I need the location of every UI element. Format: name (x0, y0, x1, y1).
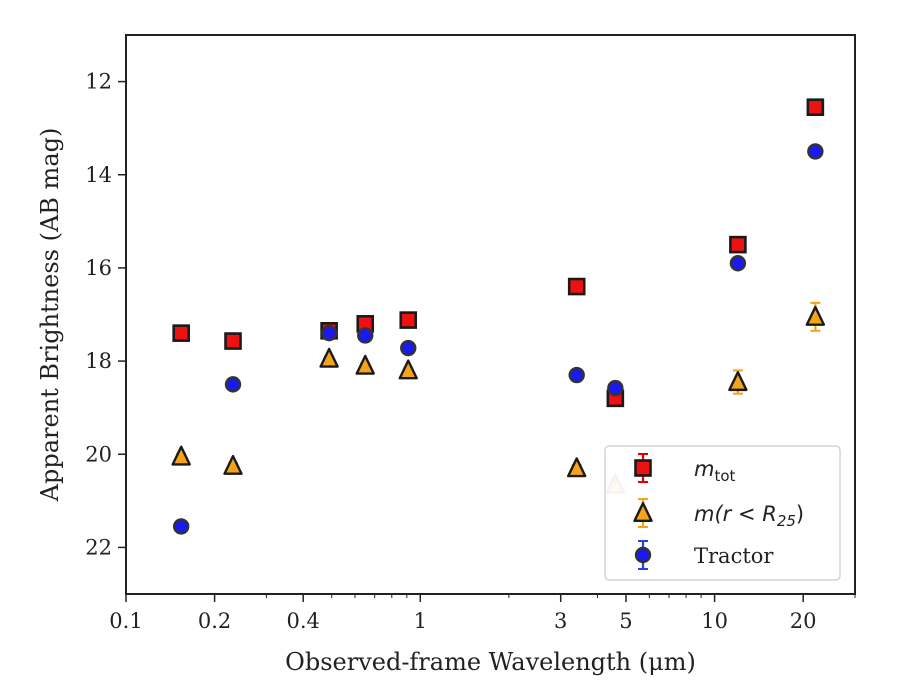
x-tick-label: 1 (414, 609, 427, 633)
legend-circle-marker (634, 546, 652, 564)
legend-label: mtot (694, 457, 736, 485)
legend: mtot m(r < R25) Tractor (604, 445, 841, 581)
square-point (567, 277, 586, 296)
triangle-point (171, 445, 191, 466)
square-point (224, 332, 242, 350)
x-tick-label: 0.2 (198, 609, 231, 633)
x-tick-label: 10 (701, 609, 728, 633)
legend-square-marker (634, 459, 652, 477)
y-tick-label: 22 (85, 535, 112, 559)
plot-frame (125, 34, 856, 595)
triangle-point (567, 457, 587, 478)
marks-layer (171, 98, 826, 535)
square-point (399, 311, 418, 329)
circle-point (807, 143, 824, 160)
circle-point (607, 379, 624, 397)
x-axis-title: Observed-frame Wavelength (μm) (285, 648, 696, 676)
triangle-point (728, 371, 748, 392)
y-tick-label: 14 (85, 163, 112, 187)
x-tick-label: 3 (554, 609, 567, 633)
circle-point (568, 366, 585, 384)
y-tick-label: 12 (85, 70, 112, 94)
triangle-point (805, 305, 826, 326)
square-point (172, 324, 190, 342)
y-tick-label: 20 (85, 442, 112, 466)
legend-triangle-marker (633, 502, 653, 523)
circle-point (400, 339, 417, 357)
ticks-layer: 0.1 0.2 0.4 1 3 5 10 20 12 14 16 18 20 22 (85, 70, 856, 633)
legend-box (604, 445, 841, 581)
circle-point (357, 327, 374, 344)
y-tick-label: 18 (85, 349, 112, 373)
square-point (806, 98, 825, 117)
legend-label: m(r < R25) (694, 502, 804, 530)
circle-point (224, 376, 242, 393)
x-tick-label: 0.4 (286, 609, 319, 633)
y-axis-title: Apparent Brightness (AB mag) (36, 128, 64, 503)
x-tick-label: 20 (790, 609, 817, 633)
circle-point (172, 518, 190, 535)
triangle-point (319, 347, 339, 368)
triangle-point (223, 454, 243, 475)
y-tick-label: 16 (85, 256, 112, 280)
x-tick-label: 5 (619, 609, 632, 633)
legend-label: Tractor (694, 544, 774, 568)
triangle-point (398, 359, 418, 380)
square-point (729, 235, 747, 254)
x-tick-label: 0.1 (109, 609, 142, 633)
triangle-point (355, 354, 375, 375)
circle-point (729, 255, 747, 272)
circle-point (320, 324, 338, 342)
